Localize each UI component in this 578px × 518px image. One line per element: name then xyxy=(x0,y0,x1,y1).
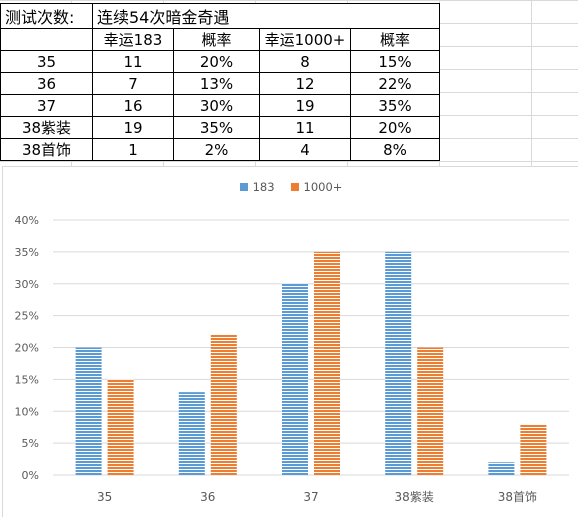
x-tick-label: 38紫装 xyxy=(395,490,434,504)
chart-legend: 183 1000+ xyxy=(3,180,578,194)
table-cell[interactable]: 2% xyxy=(173,138,260,161)
legend-item[interactable]: 1000+ xyxy=(290,180,343,194)
table-cell[interactable]: 35% xyxy=(173,116,260,139)
y-tick-label: 5% xyxy=(22,437,39,450)
table-cell[interactable]: 15% xyxy=(350,50,440,73)
x-tick-label: 38首饰 xyxy=(498,490,537,504)
table-cell[interactable]: 30% xyxy=(173,94,260,117)
table-cell[interactable]: 12 xyxy=(259,72,351,95)
bar-183-38紫装 xyxy=(385,251,412,475)
table-row: 38紫装 19 35% 11 20% xyxy=(0,116,440,139)
bar-1000+-38首饰 xyxy=(520,424,547,475)
table-row: 38首饰 1 2% 4 8% xyxy=(0,138,440,161)
y-tick-label: 40% xyxy=(15,214,39,227)
table-row: 36 7 13% 12 22% xyxy=(0,72,440,95)
table-cell[interactable]: 8 xyxy=(259,50,351,73)
table-row: 35 11 20% 8 15% xyxy=(0,50,440,73)
legend-item[interactable]: 183 xyxy=(239,180,275,194)
bar-183-38首饰 xyxy=(488,462,515,475)
table-cell[interactable]: 11 xyxy=(92,50,174,73)
table-cell[interactable]: 38紫装 xyxy=(0,116,93,139)
table-cell[interactable]: 35% xyxy=(350,94,440,117)
bar-1000+-37 xyxy=(314,251,340,475)
table-cell[interactable]: 22% xyxy=(350,72,440,95)
bar-183-35 xyxy=(75,347,102,475)
y-tick-label: 0% xyxy=(22,469,39,482)
title-value-cell[interactable]: 连续54次暗金奇遇 xyxy=(92,3,440,29)
table-cell[interactable]: 16 xyxy=(92,94,174,117)
legend-label: 1000+ xyxy=(303,180,343,194)
bar-183-37 xyxy=(282,283,308,475)
y-tick-label: 20% xyxy=(15,342,39,355)
table-cell[interactable]: 20% xyxy=(173,50,260,73)
bar-1000+-36 xyxy=(210,334,237,475)
bar-183-36 xyxy=(178,392,205,475)
bar-1000+-35 xyxy=(107,379,134,475)
y-tick-label: 15% xyxy=(15,373,39,386)
y-tick-label: 10% xyxy=(15,405,39,418)
header-cell[interactable]: 幸运1000+ xyxy=(259,28,351,51)
table-title-row: 测试次数: 连续54次暗金奇遇 xyxy=(0,3,440,29)
table-cell[interactable]: 1 xyxy=(92,138,174,161)
x-tick-label: 35 xyxy=(97,490,112,504)
y-tick-label: 30% xyxy=(15,278,39,291)
table-cell[interactable]: 4 xyxy=(259,138,351,161)
bar-1000+-38紫装 xyxy=(417,347,444,475)
table-cell[interactable]: 36 xyxy=(0,72,93,95)
chart-area[interactable]: 183 1000+ 0% 5% 10% 15% 20% 25% 30% 35% 40% 35 36 37… xyxy=(2,166,578,517)
table-body: 35 11 20% 8 15% 36 7 13% 12 22% 37 16 30% 19 35% 38紫装 19… xyxy=(0,50,440,161)
table-cell[interactable]: 11 xyxy=(259,116,351,139)
header-cell[interactable] xyxy=(0,28,93,51)
x-tick-label: 36 xyxy=(200,490,215,504)
table-row: 37 16 30% 19 35% xyxy=(0,94,440,117)
table-cell[interactable]: 13% xyxy=(173,72,260,95)
legend-swatch xyxy=(290,183,299,191)
header-cell[interactable]: 幸运183 xyxy=(92,28,174,51)
table-header-row: 幸运183 概率 幸运1000+ 概率 xyxy=(0,28,440,51)
table-cell[interactable]: 7 xyxy=(92,72,174,95)
legend-swatch xyxy=(239,183,248,191)
table-cell[interactable]: 35 xyxy=(0,50,93,73)
header-cell[interactable]: 概率 xyxy=(173,28,260,51)
x-tick-label: 37 xyxy=(303,490,318,504)
y-tick-label: 35% xyxy=(15,246,39,259)
table-cell[interactable]: 20% xyxy=(350,116,440,139)
data-table: 测试次数: 连续54次暗金奇遇 幸运183 概率 幸运1000+ 概率 35 11 20%… xyxy=(0,3,440,161)
table-cell[interactable]: 19 xyxy=(92,116,174,139)
header-cell[interactable]: 概率 xyxy=(350,28,440,51)
table-cell[interactable]: 8% xyxy=(350,138,440,161)
legend-label: 183 xyxy=(252,180,275,194)
bar-chart-svg: 0% 5% 10% 15% 20% 25% 30% 35% 40% 35 36 37 38紫装 38首饰 xyxy=(15,214,569,504)
table-cell[interactable]: 38首饰 xyxy=(0,138,93,161)
table-cell[interactable]: 19 xyxy=(259,94,351,117)
table-cell[interactable]: 37 xyxy=(0,94,93,117)
title-label-cell[interactable]: 测试次数: xyxy=(0,3,93,29)
y-tick-label: 25% xyxy=(15,310,39,323)
